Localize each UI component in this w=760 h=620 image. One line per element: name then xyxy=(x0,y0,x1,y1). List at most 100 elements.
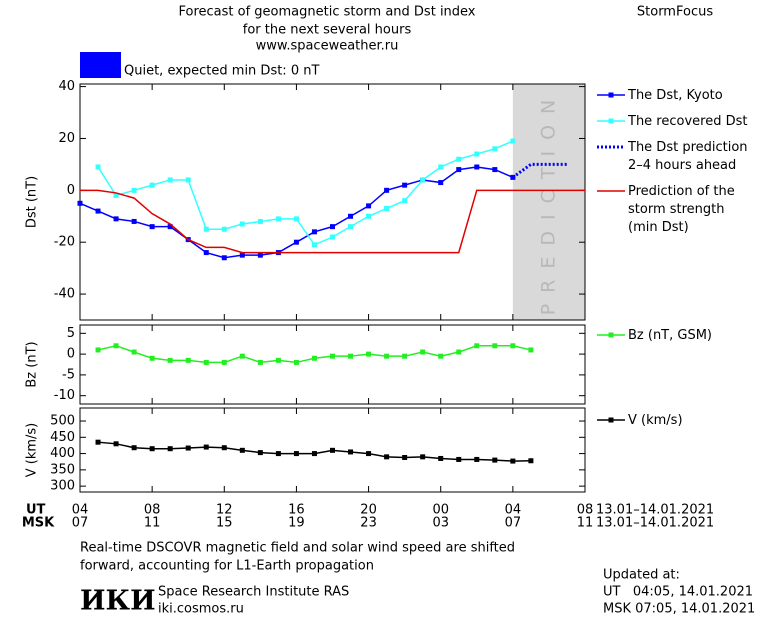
plot-frame xyxy=(79,407,586,493)
data-point xyxy=(348,213,354,219)
data-point xyxy=(293,451,299,457)
data-point xyxy=(384,353,390,359)
title: for the next several hours xyxy=(243,23,412,38)
y-tick-label: -20 xyxy=(54,235,75,250)
data-point xyxy=(311,451,317,457)
institute: Space Research Institute RAS xyxy=(158,585,349,600)
data-point xyxy=(366,203,372,209)
x-tick-label: 16 xyxy=(288,503,305,518)
data-point xyxy=(456,349,462,355)
url: www.spaceweather.ru xyxy=(256,39,399,54)
data-point xyxy=(402,353,408,359)
y-tick-label: -40 xyxy=(54,287,75,302)
data-point xyxy=(77,200,83,206)
y-tick-label: 40 xyxy=(58,79,75,94)
data-point xyxy=(330,447,335,453)
legend-marker xyxy=(608,332,614,338)
updated-msk: MSK 07:05, 14.01.2021 xyxy=(603,602,755,617)
data-point xyxy=(384,454,390,460)
x2-tick-label: 23 xyxy=(360,516,377,531)
data-point xyxy=(131,187,137,193)
data-point xyxy=(438,164,444,170)
status-indicator xyxy=(80,52,121,78)
data-point xyxy=(275,451,281,457)
x-tick-label: 04 xyxy=(72,503,89,518)
data-point xyxy=(420,177,426,183)
data-point xyxy=(113,343,119,349)
y-tick-label: 0 xyxy=(67,183,75,198)
data-point xyxy=(203,444,209,450)
x2-tick-label: 07 xyxy=(72,516,89,531)
data-point xyxy=(456,456,462,462)
x-tick-label: 20 xyxy=(360,503,377,518)
series-line xyxy=(97,140,514,246)
x2-tick-label: 03 xyxy=(432,516,449,531)
data-point xyxy=(167,224,173,230)
data-point xyxy=(402,454,408,460)
data-point xyxy=(203,359,209,365)
data-point xyxy=(221,445,227,451)
title: Forecast of geomagnetic storm and Dst in… xyxy=(178,5,475,20)
y-tick-label: 5 xyxy=(67,326,75,341)
brand: StormFocus xyxy=(637,5,713,20)
y-tick-label: 450 xyxy=(50,430,75,445)
data-point xyxy=(402,182,408,188)
x-row-label: UT xyxy=(26,503,46,518)
y-tick-label: 400 xyxy=(50,446,75,461)
legend-label: The Dst, Kyoto xyxy=(627,88,723,103)
x2-tick-label: 07 xyxy=(505,516,522,531)
data-point xyxy=(221,255,227,261)
data-point xyxy=(311,242,317,248)
data-point xyxy=(95,164,101,170)
data-point xyxy=(257,252,263,258)
data-point xyxy=(420,349,426,355)
data-point xyxy=(438,455,444,461)
y-tick-label: 500 xyxy=(50,414,75,429)
data-point xyxy=(293,359,299,365)
data-point xyxy=(330,224,335,230)
data-point xyxy=(221,226,227,232)
data-point xyxy=(167,357,173,363)
data-point xyxy=(95,439,101,445)
data-point xyxy=(348,224,354,230)
x2-date: 13.01–14.01.2021 xyxy=(596,516,714,531)
data-point xyxy=(293,239,299,245)
data-point xyxy=(185,445,191,451)
y-tick-label: -10 xyxy=(54,388,75,403)
data-point xyxy=(185,177,191,183)
legend-marker xyxy=(608,118,614,124)
data-point xyxy=(239,353,245,359)
data-point xyxy=(275,357,281,363)
legend-marker xyxy=(608,92,614,98)
data-point xyxy=(239,252,245,258)
x2-tick-label: 15 xyxy=(216,516,233,531)
data-point xyxy=(131,445,137,451)
data-point xyxy=(474,151,480,157)
data-point xyxy=(185,357,191,363)
plot-frame xyxy=(79,83,586,321)
prediction-band xyxy=(512,84,585,320)
data-point xyxy=(203,250,209,256)
legend-label: The Dst prediction 2–4 hours ahead xyxy=(627,140,748,173)
updated-title: Updated at: xyxy=(603,568,680,583)
site: iki.cosmos.ru xyxy=(158,602,244,617)
y-axis-label: Bz (nT) xyxy=(25,341,40,387)
data-point xyxy=(366,213,372,219)
data-point xyxy=(221,359,227,365)
data-point xyxy=(311,355,317,361)
logo: ИКИ xyxy=(80,586,156,617)
x2-tick-label: 11 xyxy=(144,516,161,531)
data-point xyxy=(330,234,335,240)
x-tick-label: 00 xyxy=(432,503,449,518)
data-point xyxy=(330,353,335,359)
data-point xyxy=(131,218,137,224)
data-point xyxy=(366,451,372,457)
data-point xyxy=(203,226,209,232)
data-point xyxy=(456,156,462,162)
legend-label: Prediction of the storm strength (min Dst) xyxy=(628,184,735,235)
data-point xyxy=(420,454,426,460)
data-point xyxy=(438,180,444,186)
prediction-label: PREDICTION xyxy=(537,89,559,316)
data-point xyxy=(113,193,119,199)
